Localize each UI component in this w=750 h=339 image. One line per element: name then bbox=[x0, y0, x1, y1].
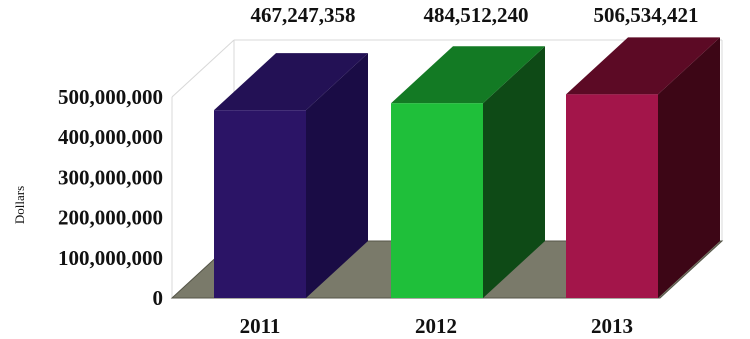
x-tick-label: 2011 bbox=[240, 314, 281, 338]
bar-top-face bbox=[566, 37, 720, 95]
x-tick-label: 2013 bbox=[591, 314, 633, 338]
bar bbox=[566, 37, 720, 298]
y-tick-label: 300,000,000 bbox=[58, 165, 163, 189]
y-axis-ticks: 0 100,000,000 200,000,000 300,000,000 400,00… bbox=[58, 85, 163, 310]
y-tick-label: 400,000,000 bbox=[58, 125, 163, 149]
side-wall-top-edge bbox=[171, 39, 235, 98]
bar-top-face bbox=[214, 53, 368, 111]
y-tick-label: 500,000,000 bbox=[58, 85, 163, 109]
bar bbox=[214, 53, 368, 298]
bar-side-face bbox=[658, 37, 720, 298]
y-tick-label: 100,000,000 bbox=[58, 246, 163, 270]
x-tick-label: 2012 bbox=[415, 314, 457, 338]
bar-front-face bbox=[566, 94, 658, 298]
data-label: 467,247,358 bbox=[251, 3, 356, 27]
y-tick-label: 0 bbox=[153, 286, 164, 310]
bar-front-face bbox=[391, 103, 483, 299]
x-axis-labels: 2011 2012 2013 bbox=[240, 314, 633, 338]
data-label: 506,534,421 bbox=[594, 3, 699, 27]
y-tick-label: 200,000,000 bbox=[58, 206, 163, 230]
bars bbox=[214, 37, 720, 299]
data-label: 484,512,240 bbox=[424, 3, 529, 27]
bar-side-face bbox=[306, 53, 368, 298]
bar-side-face bbox=[483, 46, 545, 299]
data-labels: 467,247,358 484,512,240 506,534,421 bbox=[251, 3, 699, 27]
bar-front-face bbox=[214, 110, 306, 298]
bar bbox=[391, 46, 545, 299]
bar-top-face bbox=[391, 46, 545, 104]
y-axis-title: Dollars bbox=[12, 186, 27, 224]
